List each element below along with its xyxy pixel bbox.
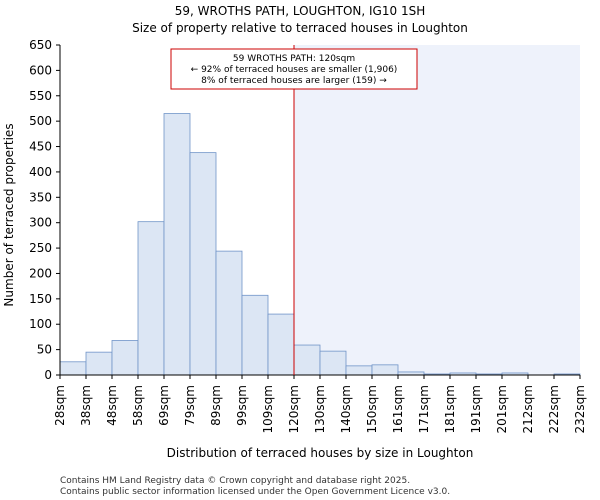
x-tick-label: 89sqm <box>209 385 223 426</box>
y-tick-label: 300 <box>29 216 52 230</box>
y-tick-label: 650 <box>29 38 52 52</box>
footer-line-1: Contains HM Land Registry data © Crown c… <box>60 476 410 486</box>
x-tick-label: 212sqm <box>521 385 535 433</box>
x-tick-label: 69sqm <box>157 385 171 426</box>
annotation-line-2: ← 92% of terraced houses are smaller (1,… <box>191 65 398 75</box>
y-tick-label: 200 <box>29 266 52 280</box>
bar-99sqm <box>241 294 269 376</box>
y-tick-label: 350 <box>29 190 52 204</box>
x-tick-label: 191sqm <box>469 385 483 433</box>
y-tick-label: 450 <box>29 140 52 154</box>
x-tick-label: 130sqm <box>313 385 327 433</box>
annotation-box <box>170 48 418 90</box>
footer-line-2: Contains public sector information licen… <box>60 487 450 497</box>
x-axis: 28sqm 38sqm 48sqm 58sqm 69sqm 79sqm 89sqm 99sqm… <box>53 375 587 433</box>
y-tick-label: 100 <box>29 317 52 331</box>
bar-109sqm <box>267 313 295 376</box>
chart-subtitle: Size of property relative to terraced ho… <box>132 21 468 35</box>
bar-38sqm <box>85 351 113 376</box>
larger-region-shading <box>294 45 580 375</box>
x-tick-label: 232sqm <box>573 385 587 433</box>
bar-150sqm <box>371 364 399 376</box>
x-tick-label: 150sqm <box>365 385 379 433</box>
bar-140sqm <box>345 365 373 376</box>
annotation-line-1: 59 WROTHS PATH: 120sqm <box>233 54 355 64</box>
y-tick-label: 0 <box>44 368 52 382</box>
x-axis-label: Distribution of terraced houses by size … <box>167 446 474 460</box>
annotation-line-3: 8% of terraced houses are larger (159) → <box>201 76 387 86</box>
y-tick-label: 600 <box>29 63 52 77</box>
x-tick-label: 161sqm <box>391 385 405 433</box>
y-tick-label: 250 <box>29 241 52 255</box>
bars <box>59 113 581 376</box>
bar-48sqm <box>111 340 139 376</box>
y-axis-label: Number of terraced properties <box>2 123 16 306</box>
chart-title: 59, WROTHS PATH, LOUGHTON, IG10 1SH <box>175 4 425 18</box>
y-tick-label: 500 <box>29 114 52 128</box>
bar-69sqm <box>163 113 191 376</box>
y-tick-label: 50 <box>37 343 52 357</box>
bar-28sqm <box>59 361 87 376</box>
x-tick-label: 120sqm <box>287 385 301 433</box>
x-tick-label: 171sqm <box>417 385 431 433</box>
x-tick-label: 48sqm <box>105 385 119 426</box>
x-tick-label: 140sqm <box>339 385 353 433</box>
x-tick-label: 58sqm <box>131 385 145 426</box>
x-tick-label: 181sqm <box>443 385 457 433</box>
x-tick-label: 28sqm <box>53 385 67 426</box>
y-tick-label: 150 <box>29 292 52 306</box>
y-axis: 0 50 100 150 200 250 300 350 400 450 500 550 600 650 <box>29 38 60 382</box>
bar-58sqm <box>137 221 165 376</box>
x-tick-label: 222sqm <box>547 385 561 433</box>
bar-79sqm <box>189 152 217 376</box>
bar-89sqm <box>215 250 243 376</box>
y-tick-label: 400 <box>29 165 52 179</box>
x-tick-label: 201sqm <box>495 385 509 433</box>
x-tick-label: 79sqm <box>183 385 197 426</box>
bar-120sqm <box>293 344 321 376</box>
x-tick-label: 38sqm <box>79 385 93 426</box>
bar-130sqm <box>319 350 347 376</box>
y-tick-label: 550 <box>29 89 52 103</box>
x-tick-label: 99sqm <box>235 385 249 426</box>
x-tick-label: 109sqm <box>261 385 275 433</box>
